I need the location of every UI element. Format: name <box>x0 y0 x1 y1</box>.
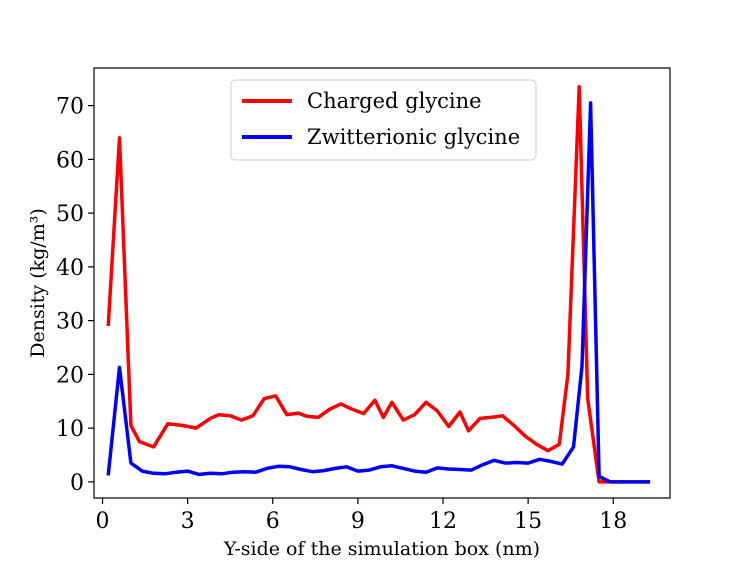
x-tick-label: 6 <box>266 509 280 534</box>
legend-label-charged: Charged glycine <box>307 89 482 113</box>
x-tick-label: 18 <box>599 509 627 534</box>
series-layer <box>106 85 651 484</box>
y-tick-label: 0 <box>70 471 84 496</box>
legend-box <box>230 79 537 161</box>
x-tick-label: 9 <box>351 509 365 534</box>
x-tick-label: 0 <box>96 509 110 534</box>
y-tick-label: 50 <box>56 202 84 227</box>
plot-frame <box>93 67 671 499</box>
y-axis-label: Density (kg/m³) <box>27 208 49 358</box>
y-axis-ticks: 0 10 20 30 40 50 60 70 <box>56 95 94 496</box>
x-tick-label: 12 <box>429 509 457 534</box>
y-tick-label: 70 <box>56 95 84 120</box>
x-tick-label: 15 <box>514 509 542 534</box>
y-tick-label: 10 <box>56 417 84 442</box>
series-line-zwitterionic-glycine <box>106 101 651 484</box>
legend: Charged glycine Zwitterionic glycine <box>230 79 537 161</box>
x-tick-label: 3 <box>181 509 195 534</box>
x-axis-ticks: 0 3 6 9 12 15 18 <box>96 498 627 534</box>
y-tick-label: 40 <box>56 256 84 281</box>
y-tick-label: 60 <box>56 148 84 173</box>
y-tick-label: 20 <box>56 363 84 388</box>
y-tick-label: 30 <box>56 310 84 335</box>
series-line-charged-glycine <box>106 85 651 484</box>
x-axis-label: Y-side of the simulation box (nm) <box>223 538 540 560</box>
legend-label-zwitterionic: Zwitterionic glycine <box>307 125 520 149</box>
